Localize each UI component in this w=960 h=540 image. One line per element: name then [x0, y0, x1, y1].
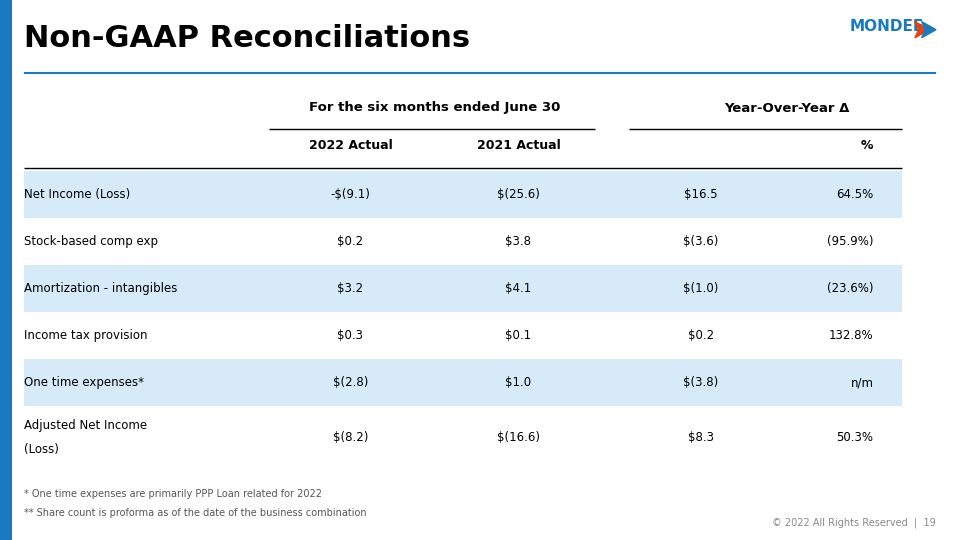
Text: $3.8: $3.8 — [505, 235, 532, 248]
Text: 2021 Actual: 2021 Actual — [476, 139, 561, 152]
Text: Adjusted Net Income: Adjusted Net Income — [24, 420, 147, 433]
Text: $1.0: $1.0 — [505, 376, 532, 389]
Text: Stock-based comp exp: Stock-based comp exp — [24, 235, 158, 248]
Text: Year-Over-Year Δ: Year-Over-Year Δ — [725, 102, 850, 114]
Bar — [24, 171, 902, 218]
Text: Net Income (Loss): Net Income (Loss) — [24, 188, 131, 201]
Bar — [24, 359, 902, 406]
Text: $0.1: $0.1 — [505, 329, 532, 342]
Text: Non-GAAP Reconciliations: Non-GAAP Reconciliations — [24, 24, 470, 53]
Text: One time expenses*: One time expenses* — [24, 376, 144, 389]
Text: $0.2: $0.2 — [687, 329, 714, 342]
Text: n/m: n/m — [851, 376, 874, 389]
Text: $(1.0): $(1.0) — [684, 282, 718, 295]
Text: $(2.8): $(2.8) — [333, 376, 368, 389]
Text: (Loss): (Loss) — [24, 443, 59, 456]
Text: $(8.2): $(8.2) — [333, 431, 368, 444]
Text: $0.2: $0.2 — [337, 235, 364, 248]
Text: $(3.8): $(3.8) — [684, 376, 718, 389]
Text: 64.5%: 64.5% — [836, 188, 874, 201]
Text: 50.3%: 50.3% — [836, 431, 874, 444]
Text: MONDEE: MONDEE — [850, 19, 924, 34]
Polygon shape — [922, 22, 936, 38]
Text: (95.9%): (95.9%) — [828, 235, 874, 248]
Text: $16.5: $16.5 — [684, 188, 718, 201]
Text: Income tax provision: Income tax provision — [24, 329, 148, 342]
Text: For the six months ended June 30: For the six months ended June 30 — [309, 102, 560, 114]
Text: 2022 Actual: 2022 Actual — [308, 139, 393, 152]
Text: 132.8%: 132.8% — [829, 329, 874, 342]
Text: ** Share count is proforma as of the date of the business combination: ** Share count is proforma as of the dat… — [24, 508, 367, 518]
Text: * One time expenses are primarily PPP Loan related for 2022: * One time expenses are primarily PPP Lo… — [24, 489, 322, 499]
Polygon shape — [915, 22, 929, 38]
Text: © 2022 All Rights Reserved  |  19: © 2022 All Rights Reserved | 19 — [772, 518, 936, 528]
Text: $(25.6): $(25.6) — [497, 188, 540, 201]
Text: (23.6%): (23.6%) — [828, 282, 874, 295]
Text: %: % — [861, 139, 874, 152]
Text: -$(9.1): -$(9.1) — [330, 188, 371, 201]
Text: $(16.6): $(16.6) — [497, 431, 540, 444]
Text: $8.3: $8.3 — [687, 431, 714, 444]
Text: $(3.6): $(3.6) — [684, 235, 718, 248]
Text: Amortization - intangibles: Amortization - intangibles — [24, 282, 178, 295]
Bar — [24, 265, 902, 312]
Bar — [0, 0, 12, 540]
Text: $3.2: $3.2 — [337, 282, 364, 295]
Text: $4.1: $4.1 — [505, 282, 532, 295]
Text: $0.3: $0.3 — [337, 329, 364, 342]
